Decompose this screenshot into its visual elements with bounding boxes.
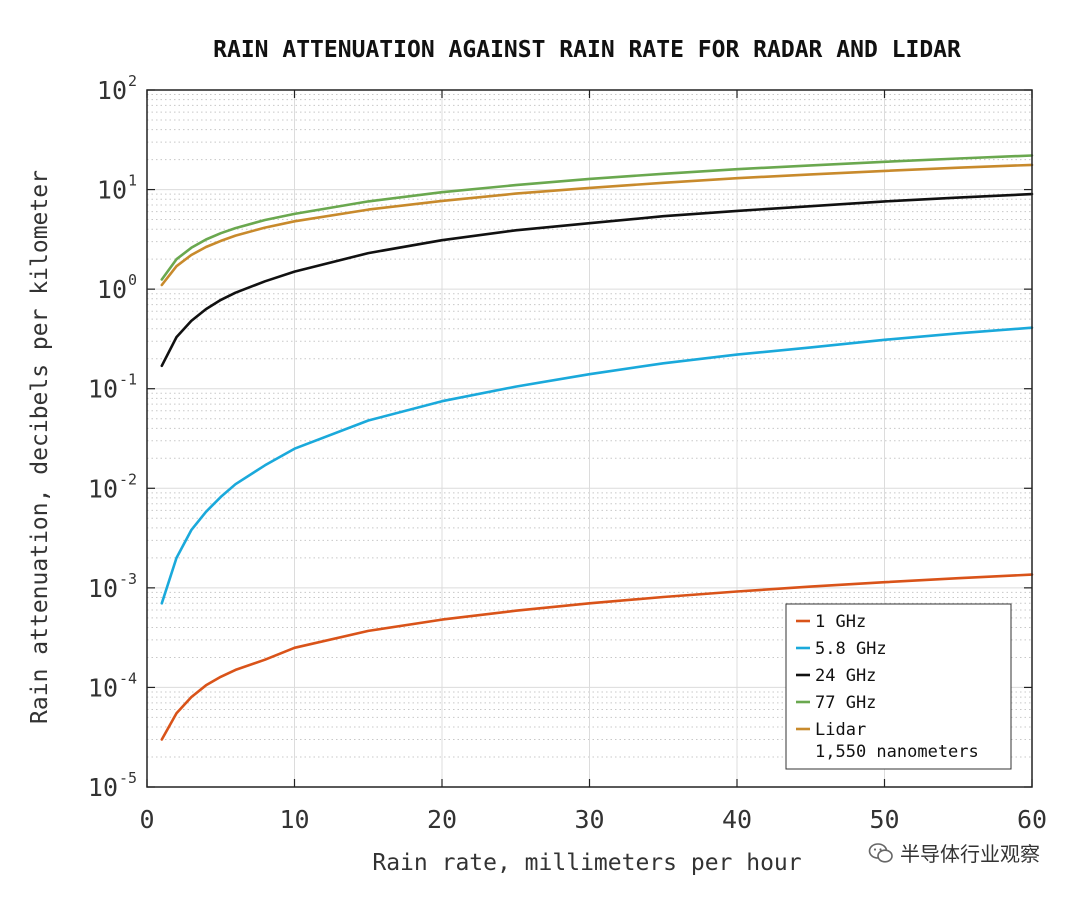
y-tick-label-exponent: -5	[119, 769, 137, 787]
watermark: 半导体行业观察	[868, 838, 1040, 867]
y-tick-label-exponent: -1	[119, 371, 137, 389]
y-tick-label-base: 10	[88, 375, 118, 404]
y-tick-label-exponent: 0	[128, 271, 137, 289]
y-tick-label: 10 -1	[88, 371, 137, 404]
y-tick-label-exponent: 2	[128, 72, 137, 90]
y-tick-label-base: 10	[88, 474, 118, 503]
legend-label-line2: 1,550 nanometers	[815, 742, 979, 762]
y-tick-label-base: 10	[97, 275, 127, 304]
grid	[146, 89, 1033, 788]
series-line-1-ghz	[160, 573, 1034, 741]
y-tick-label-exponent: 1	[128, 172, 137, 190]
legend-label: 24 GHz	[815, 666, 876, 686]
legend-box	[785, 603, 1012, 770]
x-tick-label: 30	[574, 805, 604, 834]
chart-title: RAIN ATTENUATION AGAINST RAIN RATE FOR R…	[213, 37, 961, 63]
legend-entry: 1 GHz	[796, 612, 866, 632]
x-tick-label: 60	[1017, 805, 1047, 834]
x-tick-label: 50	[869, 805, 899, 834]
y-tick-label-exponent: -2	[119, 470, 137, 488]
x-tick-label: 40	[722, 805, 752, 834]
watermark-text: 半导体行业观察	[900, 842, 1040, 866]
series-line-77-ghz	[160, 154, 1034, 281]
y-tick-label: 10 -3	[88, 570, 137, 603]
series-line-24-ghz	[160, 192, 1034, 368]
series-line-lidar	[160, 163, 1034, 287]
y-tick-label-base: 10	[88, 673, 118, 702]
y-tick-label-base: 10	[88, 574, 118, 603]
y-tick-label-base: 10	[97, 76, 127, 105]
y-tick-label-base: 10	[88, 773, 118, 802]
y-tick-label: 10 -4	[88, 669, 137, 702]
wechat-icon	[868, 842, 893, 863]
x-tick-label: 20	[427, 805, 457, 834]
legend-entry: 5.8 GHz	[796, 639, 887, 659]
x-tick-label: 0	[139, 805, 154, 834]
x-axis-label: Rain rate, millimeters per hour	[372, 850, 801, 876]
y-tick-label-exponent: -3	[119, 570, 137, 588]
y-tick-label: 10 -5	[88, 769, 137, 802]
legend-entry: 77 GHz	[796, 693, 876, 713]
y-tick-label-exponent: -4	[119, 669, 137, 687]
series-line-5-8-ghz	[160, 326, 1034, 605]
y-tick-label-base: 10	[97, 176, 127, 205]
legend-label: Lidar	[815, 720, 866, 740]
y-tick-label: 10 2	[97, 72, 137, 105]
y-tick-label: 10 -2	[88, 470, 137, 503]
legend-label: 77 GHz	[815, 693, 876, 713]
series-lines	[160, 154, 1034, 741]
legend-label: 1 GHz	[815, 612, 866, 632]
y-tick-label: 10 0	[97, 271, 137, 304]
legend-label: 5.8 GHz	[815, 639, 887, 659]
y-axis-label: Rain attenuation, decibels per kilometer	[27, 170, 53, 724]
y-tick-label: 10 1	[97, 172, 137, 205]
legend-entry: 24 GHz	[796, 666, 876, 686]
x-tick-label: 10	[279, 805, 309, 834]
